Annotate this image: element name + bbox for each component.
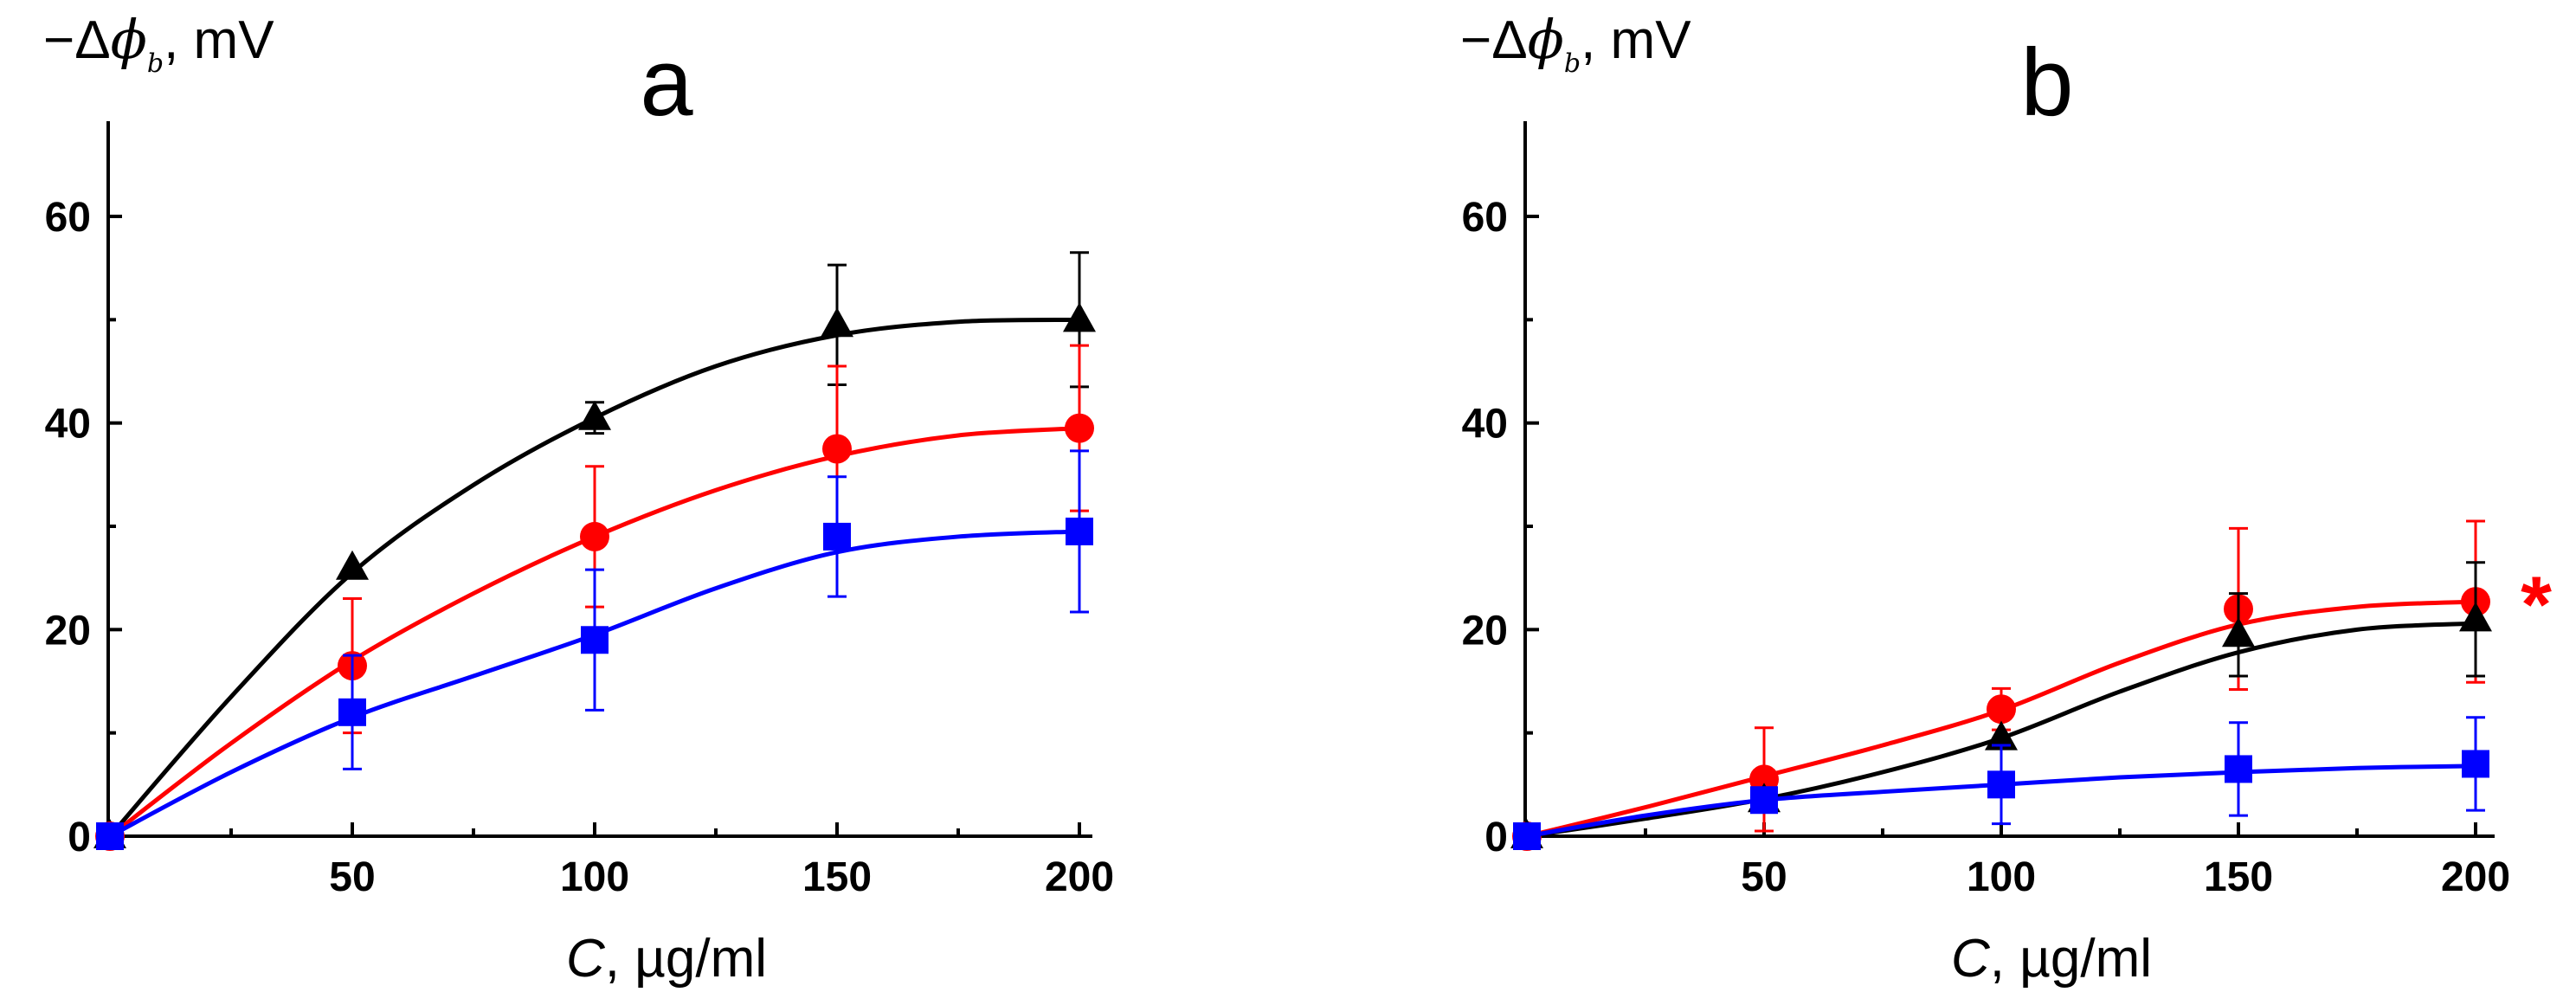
panel-b-point-blue (1513, 822, 1541, 850)
panel-a-point-blue (1066, 517, 1093, 545)
panel-b-y-tick-label: 60 (1462, 195, 1508, 241)
panel-a: a −Δϕb, mV C, µg/ml 0 20 40 60 50 100 150 200 (43, 8, 1114, 989)
panel-b-point-black (2222, 617, 2255, 647)
panel-a-fit-curve-black (108, 317, 1080, 838)
panel-b-point-blue (2225, 755, 2252, 783)
panel-b-point-blue (1987, 770, 2015, 799)
panel-a-point-red (580, 521, 609, 551)
panel-b-xlabel-symbol: C (1951, 929, 1991, 989)
panel-b-ylabel-unit: , mV (1581, 10, 1691, 70)
panel-a-x-tick-label: 150 (802, 854, 872, 900)
panel-b-x-tick-label: 100 (1967, 854, 2036, 900)
panel-b-letter: b (2020, 29, 2073, 136)
panel-a-point-blue (581, 626, 609, 654)
panel-b-y-tick-label: 20 (1462, 608, 1508, 654)
panel-a-point-black (1063, 302, 1096, 332)
panel-a-series-blue (96, 449, 1093, 850)
panel-b-ylabel-symbol: ϕ (1528, 8, 1564, 71)
panel-a-y-axis-title: −Δϕb, mV (43, 8, 274, 79)
panel-a-y-tick-label: 40 (45, 402, 91, 448)
panel-b-y-axis-title: −Δϕb, mV (1460, 8, 1691, 79)
panel-b-point-blue (2462, 750, 2489, 778)
panel-a-xlabel-symbol: C (566, 929, 606, 989)
panel-b-xlabel-unit: , µg/ml (1990, 929, 2152, 989)
panel-b-ylabel-sub: b (1564, 48, 1581, 79)
panel-b-series-blue (1513, 716, 2489, 850)
panel-b-x-tick-label: 50 (1741, 854, 1787, 900)
panel-b-point-red (1987, 694, 2016, 725)
panel-a-point-red (1065, 413, 1094, 443)
panel-a-ylabel-sub: b (147, 48, 164, 79)
panel-a-point-black (336, 550, 369, 580)
panel-a-point-blue (823, 522, 851, 551)
panel-a-x-tick-label: 50 (329, 854, 375, 900)
panel-b-point-black (2459, 602, 2492, 632)
panel-b-x-axis-title: C, µg/ml (1951, 929, 2152, 989)
panel-a-y-tick-label: 60 (45, 195, 91, 241)
panel-a-point-black (578, 400, 611, 430)
panel-b-point-black (1985, 720, 2018, 751)
panel-b-significance-star: * (2521, 561, 2552, 649)
panel-b-x-tick-label: 150 (2204, 854, 2273, 900)
panel-a-xlabel-unit: , µg/ml (605, 929, 767, 989)
panel-a-letter: a (640, 29, 693, 136)
panel-b-x-tick-label: 200 (2441, 854, 2510, 900)
panel-a-x-axis-title: C, µg/ml (566, 929, 767, 989)
panel-b-y-tick-label: 0 (1484, 815, 1508, 860)
panel-a-point-blue (338, 698, 366, 726)
panel-b-y-tick-label: 40 (1462, 402, 1508, 448)
panel-a-ylabel-unit: , mV (164, 10, 274, 70)
panel-a-point-black (821, 307, 853, 338)
panel-a-point-red (822, 434, 852, 464)
panel-b-point-blue (1750, 786, 1778, 815)
panel-a-ylabel-prefix: −Δ (43, 10, 111, 70)
panel-a-ylabel-symbol: ϕ (111, 8, 147, 71)
panel-a-x-tick-label: 100 (560, 854, 629, 900)
panel-b-ylabel-prefix: −Δ (1460, 10, 1528, 70)
panel-a-y-tick-label: 20 (45, 608, 91, 654)
panel-a-y-tick-label: 0 (68, 815, 91, 860)
panel-a-series-black (93, 251, 1096, 848)
panel-a-point-blue (96, 822, 124, 850)
panel-a-x-tick-label: 200 (1045, 854, 1114, 900)
